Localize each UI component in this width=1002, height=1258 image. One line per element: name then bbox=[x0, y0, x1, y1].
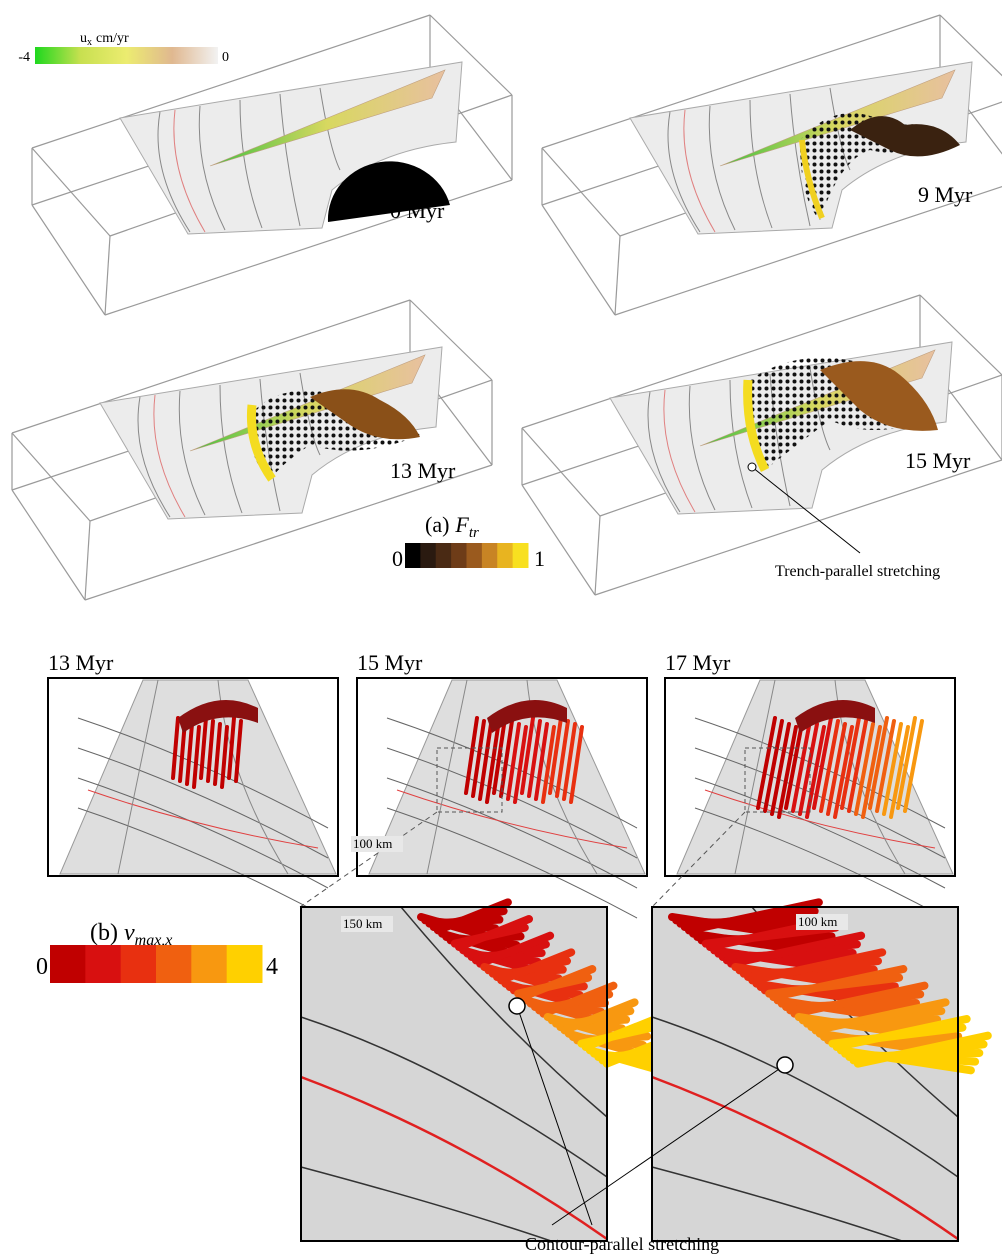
colorbar-swatch bbox=[121, 945, 157, 983]
snapshot-label: 0 Myr bbox=[390, 198, 445, 223]
colorbar-swatch bbox=[513, 543, 529, 568]
snapshot-box bbox=[542, 15, 1002, 315]
contour-label: 100 km bbox=[798, 914, 837, 929]
snapshot-label: 15 Myr bbox=[905, 448, 971, 473]
vmax-colorbar-max: 4 bbox=[266, 954, 278, 980]
contour-label: 100 km bbox=[353, 836, 392, 851]
marker bbox=[777, 1057, 793, 1073]
snapshot-box bbox=[522, 295, 1002, 595]
snapshot-label: 9 Myr bbox=[918, 182, 973, 207]
contour-label: 150 km bbox=[343, 916, 382, 931]
snapshot-label: 17 Myr bbox=[665, 650, 731, 675]
snapshot-label: 15 Myr bbox=[357, 650, 423, 675]
colorbar-swatch bbox=[191, 945, 227, 983]
colorbar-swatch bbox=[436, 543, 452, 568]
vmax-colorbar-title: (b)vmax,x bbox=[90, 920, 172, 949]
snapshot-label: 13 Myr bbox=[390, 458, 456, 483]
ftr-colorbar-max: 1 bbox=[534, 546, 545, 571]
annotation: Trench-parallel stretching bbox=[775, 563, 940, 580]
colorbar-swatch bbox=[50, 945, 86, 983]
colorbar-swatch bbox=[227, 945, 263, 983]
vmax-colorbar-min: 0 bbox=[36, 954, 48, 980]
colorbar-swatch bbox=[482, 543, 498, 568]
ux-colorbar-max: 0 bbox=[222, 50, 229, 65]
colorbar-swatch bbox=[405, 543, 421, 568]
figure: uxcm/yr -4 0 0 Myr 9 Myr 13 Myr 15 Myr (… bbox=[0, 0, 1002, 1258]
colorbar-swatch bbox=[85, 945, 121, 983]
ftr-colorbar-min: 0 bbox=[392, 546, 403, 571]
ux-colorbar bbox=[35, 47, 218, 64]
ux-colorbar-min: -4 bbox=[18, 50, 30, 65]
vmax-colorbar bbox=[50, 945, 263, 983]
colorbar-swatch bbox=[156, 945, 192, 983]
snapshot-frame bbox=[48, 678, 338, 918]
ftr-colorbar bbox=[405, 543, 529, 568]
marker bbox=[509, 998, 525, 1014]
ftr-colorbar-title: (a)Ftr bbox=[425, 512, 479, 541]
snapshot-label: 13 Myr bbox=[48, 650, 114, 675]
marker bbox=[748, 463, 756, 471]
colorbar-swatch bbox=[497, 543, 513, 568]
colorbar-swatch bbox=[467, 543, 483, 568]
colorbar-swatch bbox=[451, 543, 467, 568]
zoom-panel bbox=[301, 902, 677, 1241]
annotation: Contour-parallel stretching bbox=[525, 1234, 719, 1254]
colorbar-swatch bbox=[420, 543, 436, 568]
zoom-panel bbox=[552, 902, 988, 1241]
